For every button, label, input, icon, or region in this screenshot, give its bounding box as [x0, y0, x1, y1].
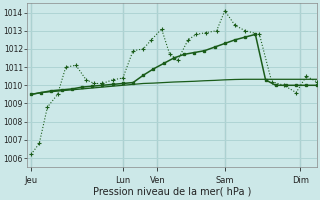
X-axis label: Pression niveau de la mer( hPa ): Pression niveau de la mer( hPa ) [92, 187, 251, 197]
